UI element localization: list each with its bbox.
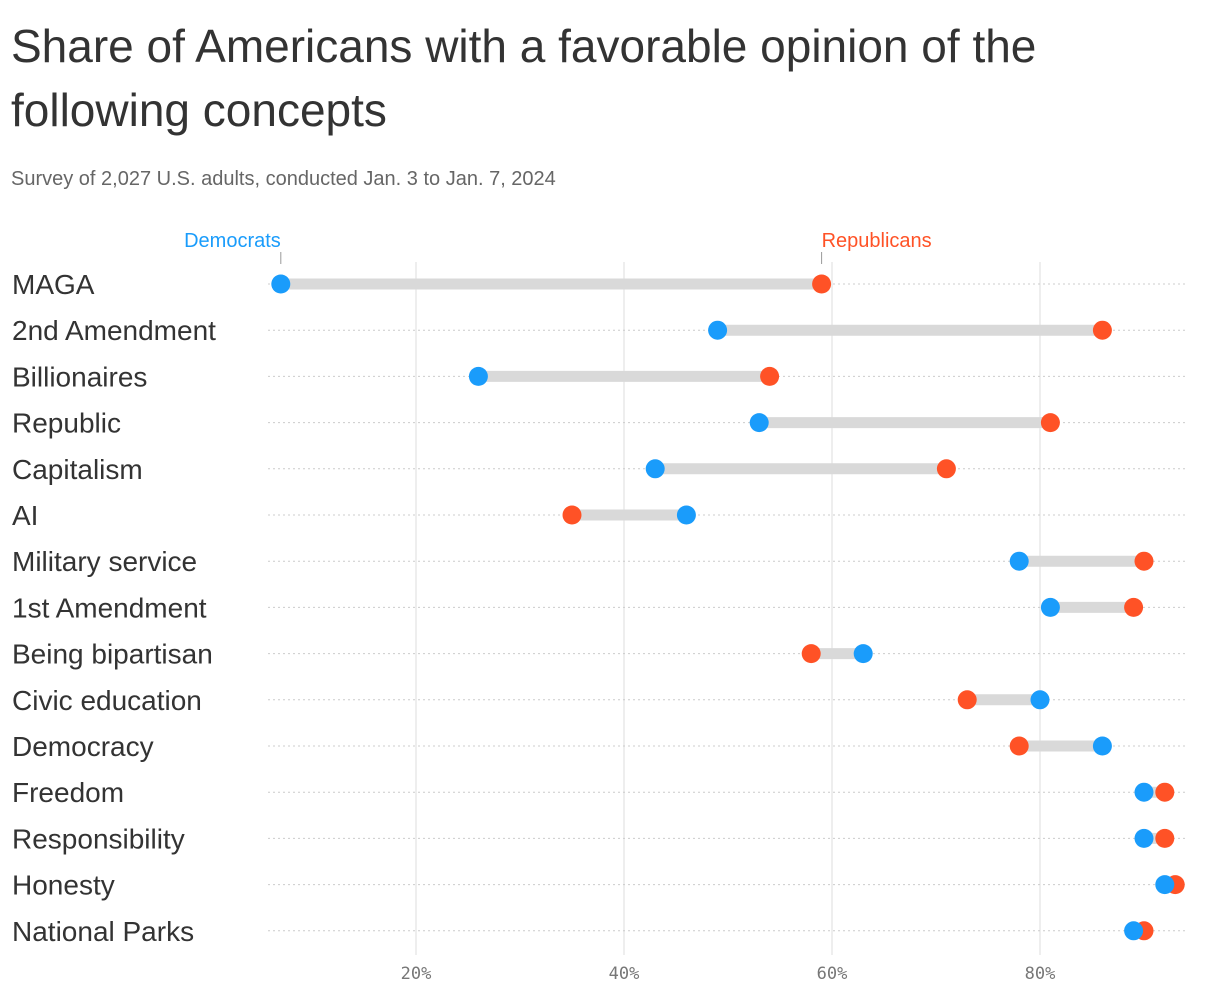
republicans-dot bbox=[957, 690, 977, 710]
category-label: Capitalism bbox=[12, 454, 143, 485]
republicans-dot bbox=[936, 459, 956, 479]
category-label: 2nd Amendment bbox=[12, 315, 216, 346]
category-label: Military service bbox=[12, 546, 197, 577]
republicans-dot bbox=[1040, 413, 1060, 433]
republicans-dot bbox=[801, 644, 821, 664]
republicans-dot bbox=[760, 366, 780, 386]
category-label: Billionaires bbox=[12, 361, 147, 392]
x-tick-label: 60% bbox=[817, 964, 848, 984]
republicans-dot bbox=[812, 274, 832, 294]
republicans-dot bbox=[562, 505, 582, 525]
x-tick-label: 80% bbox=[1025, 964, 1056, 984]
legend-democrats: Democrats bbox=[184, 230, 281, 252]
republicans-dot bbox=[1134, 551, 1154, 571]
democrats-dot bbox=[468, 366, 488, 386]
democrats-dot bbox=[1134, 828, 1154, 848]
x-tick-label: 20% bbox=[401, 964, 432, 984]
democrats-dot bbox=[1040, 597, 1060, 617]
democrats-dot bbox=[1030, 690, 1050, 710]
x-tick-label: 40% bbox=[609, 964, 640, 984]
category-label: National Parks bbox=[12, 916, 194, 947]
democrats-dot bbox=[1092, 736, 1112, 756]
legend-republicans: Republicans bbox=[822, 230, 932, 252]
republicans-dot bbox=[1155, 828, 1175, 848]
democrats-dot bbox=[749, 413, 769, 433]
category-label: AI bbox=[12, 500, 38, 531]
category-label: Being bipartisan bbox=[12, 639, 213, 670]
republicans-dot bbox=[1124, 597, 1144, 617]
category-label: MAGA bbox=[12, 269, 95, 300]
category-label: Civic education bbox=[12, 685, 202, 716]
democrats-dot bbox=[1155, 875, 1175, 895]
republicans-dot bbox=[1155, 782, 1175, 802]
category-label: Democracy bbox=[12, 731, 154, 762]
democrats-dot bbox=[1124, 921, 1144, 941]
democrats-dot bbox=[1009, 551, 1029, 571]
democrats-dot bbox=[853, 644, 873, 664]
democrats-dot bbox=[676, 505, 696, 525]
republicans-dot bbox=[1009, 736, 1029, 756]
category-label: Republic bbox=[12, 408, 121, 439]
republicans-dot bbox=[1092, 320, 1112, 340]
category-label: Honesty bbox=[12, 870, 115, 901]
category-label: Responsibility bbox=[12, 823, 185, 854]
chart-subtitle: Survey of 2,027 U.S. adults, conducted J… bbox=[11, 168, 556, 190]
democrats-dot bbox=[645, 459, 665, 479]
chart-title: Share of Americans with a favorable opin… bbox=[11, 20, 1037, 136]
democrats-dot bbox=[708, 320, 728, 340]
democrats-dot bbox=[1134, 782, 1154, 802]
category-label: Freedom bbox=[12, 777, 124, 808]
category-label: 1st Amendment bbox=[12, 592, 207, 623]
democrats-dot bbox=[271, 274, 291, 294]
